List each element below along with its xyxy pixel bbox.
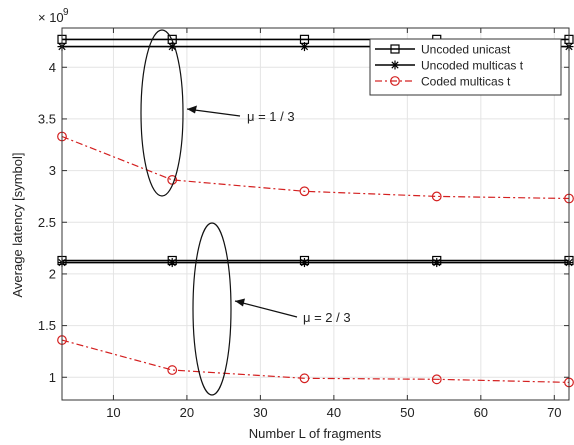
axis-ticks: 10 20 30 40 50 60 70 1 1.5 2 2.5 3 3.5 4 [38, 28, 569, 420]
x-tick-label: 30 [253, 405, 267, 420]
y-tick-label: 4 [49, 60, 56, 75]
series-5 [57, 335, 574, 388]
data-point [299, 42, 309, 52]
x-tick-label: 70 [547, 405, 561, 420]
annotation-mu-2-3: μ = 2 / 3 [303, 310, 351, 325]
y-tick-label: 1.5 [38, 318, 56, 333]
legend-swatch-marker [390, 76, 400, 86]
data-point [167, 258, 177, 268]
series-2 [57, 131, 574, 204]
series-line [61, 135, 570, 200]
arrowhead-mu-2-3 [235, 298, 245, 307]
data-point [431, 374, 442, 385]
series-4 [57, 258, 574, 268]
data-point [167, 365, 178, 375]
y-tick-label: 3.5 [38, 111, 56, 126]
arrowhead-mu-1-3 [187, 105, 197, 114]
x-tick-label: 20 [180, 405, 194, 420]
annotations: μ = 1 / 3 μ = 2 / 3 [140, 29, 351, 396]
legend-label: Uncoded multicas t [421, 59, 524, 73]
x-tick-label: 40 [327, 405, 341, 420]
y-tick-label: 2.5 [38, 215, 56, 230]
legend-swatch-marker [390, 44, 400, 54]
data-point [167, 174, 178, 185]
x-tick-label: 60 [474, 405, 488, 420]
data-point [299, 186, 310, 197]
legend-entry: Uncoded multicas t [375, 59, 524, 73]
arrow-mu-2-3 [234, 300, 298, 318]
y-multiplier-base: × 10 [38, 10, 64, 25]
y-axis-label: Average latency [symbol] [10, 153, 25, 298]
group-ellipse-mu-1-3 [140, 29, 184, 197]
x-tick-label: 10 [106, 405, 120, 420]
group-ellipse-mu-2-3 [192, 222, 232, 396]
legend-label: Coded multicas t [421, 75, 511, 89]
legend-entry: Uncoded unicast [375, 43, 511, 57]
data-point [299, 258, 309, 268]
data-point [431, 191, 442, 202]
data-point [299, 373, 310, 384]
legend: Uncoded unicast Uncoded multicas t Coded m… [369, 38, 562, 96]
y-axis-multiplier: × 10 9 [38, 7, 69, 25]
plot-frame [61, 27, 570, 401]
y-multiplier-exponent: 9 [63, 7, 69, 18]
annotation-mu-1-3: μ = 1 / 3 [247, 109, 295, 124]
x-axis-label: Number L of fragments [249, 426, 382, 441]
y-tick-label: 1 [49, 370, 56, 385]
legend-entry: Coded multicas t [375, 75, 511, 89]
y-tick-label: 3 [49, 163, 56, 178]
legend-swatch-marker [390, 60, 400, 70]
data-point [432, 258, 442, 268]
y-tick-label: 2 [49, 266, 56, 281]
x-tick-label: 50 [400, 405, 414, 420]
legend-label: Uncoded unicast [421, 43, 511, 57]
series-line [61, 339, 570, 383]
